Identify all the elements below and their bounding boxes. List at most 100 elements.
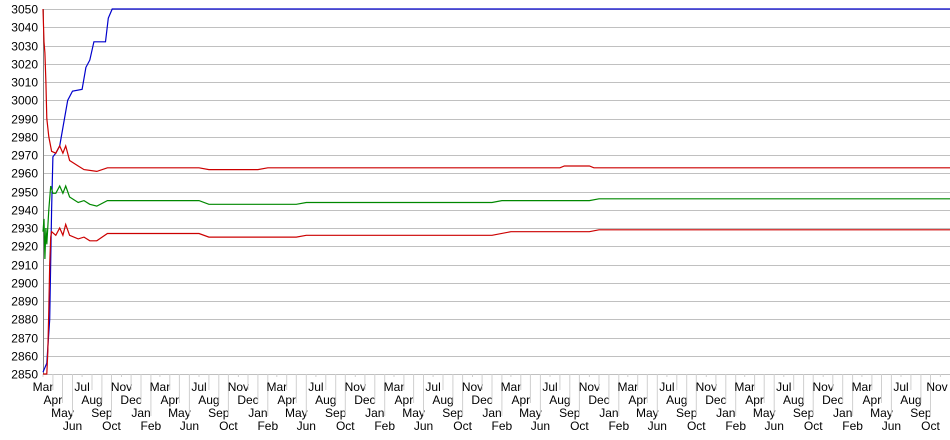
y-tick-label: 2930 xyxy=(11,222,38,236)
y-tick-label: 3020 xyxy=(11,58,38,72)
x-tick-label: Apr xyxy=(745,393,764,407)
grid-lines xyxy=(43,9,950,375)
y-tick-label: 3010 xyxy=(11,76,38,90)
x-tick-label: Aug xyxy=(198,393,219,407)
x-tick-label: Apr xyxy=(511,393,530,407)
x-axis: MarAprMayJunJulAugSepOctNovDecJanFebMarA… xyxy=(33,374,948,433)
x-tick-label: Sep xyxy=(559,406,581,420)
x-tick-label: Nov xyxy=(111,380,132,394)
x-tick-label: Aug xyxy=(900,393,921,407)
x-tick-label: Mar xyxy=(150,380,171,394)
x-tick-label: May xyxy=(519,406,542,420)
x-tick-label: Oct xyxy=(570,419,589,433)
x-tick-label: May xyxy=(870,406,893,420)
x-tick-label: Jul xyxy=(893,380,908,394)
x-tick-label: Mar xyxy=(384,380,405,394)
x-tick-label: May xyxy=(168,406,191,420)
x-tick-label: Dec xyxy=(705,393,726,407)
x-tick-label: Sep xyxy=(91,406,113,420)
x-tick-label: Sep xyxy=(442,406,464,420)
x-tick-label: Oct xyxy=(453,419,472,433)
x-tick-label: Sep xyxy=(325,406,347,420)
x-tick-label: Aug xyxy=(81,393,102,407)
x-tick-label: Jul xyxy=(542,380,557,394)
series-line-0 xyxy=(42,8,950,373)
x-tick-label: Sep xyxy=(910,406,932,420)
x-tick-label: Aug xyxy=(783,393,804,407)
x-tick-label: Nov xyxy=(579,380,600,394)
x-tick-label: Nov xyxy=(462,380,483,394)
y-tick-label: 2870 xyxy=(11,332,38,346)
x-tick-label: Dec xyxy=(471,393,492,407)
y-tick-label: 2860 xyxy=(11,350,38,364)
x-tick-label: Aug xyxy=(549,393,570,407)
x-tick-label: Jan xyxy=(131,406,150,420)
x-tick-label: May xyxy=(402,406,425,420)
y-tick-label: 2850 xyxy=(11,368,38,382)
x-tick-label: Jul xyxy=(191,380,206,394)
x-tick-label: Jul xyxy=(308,380,323,394)
y-tick-label: 2950 xyxy=(11,186,38,200)
x-tick-label: Dec xyxy=(822,393,843,407)
x-tick-label: Jan xyxy=(716,406,735,420)
x-tick-label: Mar xyxy=(734,380,755,394)
series-line-3 xyxy=(43,222,950,375)
x-tick-label: Jan xyxy=(833,406,852,420)
x-tick-label: Jun xyxy=(648,419,667,433)
x-tick-label: Feb xyxy=(257,419,278,433)
x-tick-label: Mar xyxy=(266,380,287,394)
x-tick-label: Oct xyxy=(102,419,121,433)
x-tick-label: Jun xyxy=(765,419,784,433)
y-tick-label: 2890 xyxy=(11,295,38,309)
x-tick-label: Apr xyxy=(628,393,647,407)
x-tick-label: Oct xyxy=(921,419,940,433)
x-tick-label: Feb xyxy=(492,419,513,433)
x-tick-label: Jan xyxy=(365,406,384,420)
x-tick-label: May xyxy=(753,406,776,420)
y-tick-label: 2910 xyxy=(11,259,38,273)
series-line-2 xyxy=(42,184,950,260)
x-tick-label: Mar xyxy=(617,380,638,394)
y-tick-label: 2980 xyxy=(11,131,38,145)
x-tick-label: Sep xyxy=(208,406,230,420)
y-tick-label: 2940 xyxy=(11,204,38,218)
x-tick-label: Apr xyxy=(44,393,63,407)
x-tick-label: Oct xyxy=(219,419,238,433)
x-tick-label: Feb xyxy=(725,419,746,433)
x-tick-label: Apr xyxy=(395,393,414,407)
x-tick-label: Mar xyxy=(501,380,522,394)
y-tick-label: 2990 xyxy=(11,113,38,127)
x-tick-label: Sep xyxy=(676,406,698,420)
x-tick-label: Nov xyxy=(696,380,717,394)
x-tick-label: Jul xyxy=(659,380,674,394)
x-tick-label: Aug xyxy=(432,393,453,407)
y-tick-label: 2970 xyxy=(11,149,38,163)
x-tick-label: Dec xyxy=(237,393,258,407)
x-tick-label: Mar xyxy=(852,380,873,394)
x-tick-label: Apr xyxy=(160,393,179,407)
y-tick-label: 3050 xyxy=(11,3,38,17)
x-tick-label: Nov xyxy=(813,380,834,394)
x-tick-label: May xyxy=(51,406,74,420)
x-tick-label: Aug xyxy=(666,393,687,407)
x-tick-label: Jun xyxy=(414,419,433,433)
x-tick-label: Jan xyxy=(482,406,501,420)
x-tick-label: Feb xyxy=(374,419,395,433)
x-tick-label: Apr xyxy=(863,393,882,407)
x-tick-label: Jun xyxy=(531,419,550,433)
x-tick-label: Mar xyxy=(33,380,54,394)
x-tick-label: Nov xyxy=(228,380,249,394)
x-tick-label: Jul xyxy=(425,380,440,394)
y-tick-label: 3040 xyxy=(11,21,38,35)
y-tick-label: 2960 xyxy=(11,167,38,181)
x-tick-label: Oct xyxy=(336,419,355,433)
x-tick-label: Oct xyxy=(687,419,706,433)
x-tick-label: Feb xyxy=(608,419,629,433)
series-lines xyxy=(42,8,950,375)
x-tick-label: Sep xyxy=(793,406,815,420)
y-tick-label: 3000 xyxy=(11,94,38,108)
y-tick-label: 2880 xyxy=(11,313,38,327)
x-tick-label: Feb xyxy=(842,419,863,433)
y-axis: 2850 2860 2870 2880 2890 2900 2910 2920 2930 2940… xyxy=(11,3,44,382)
